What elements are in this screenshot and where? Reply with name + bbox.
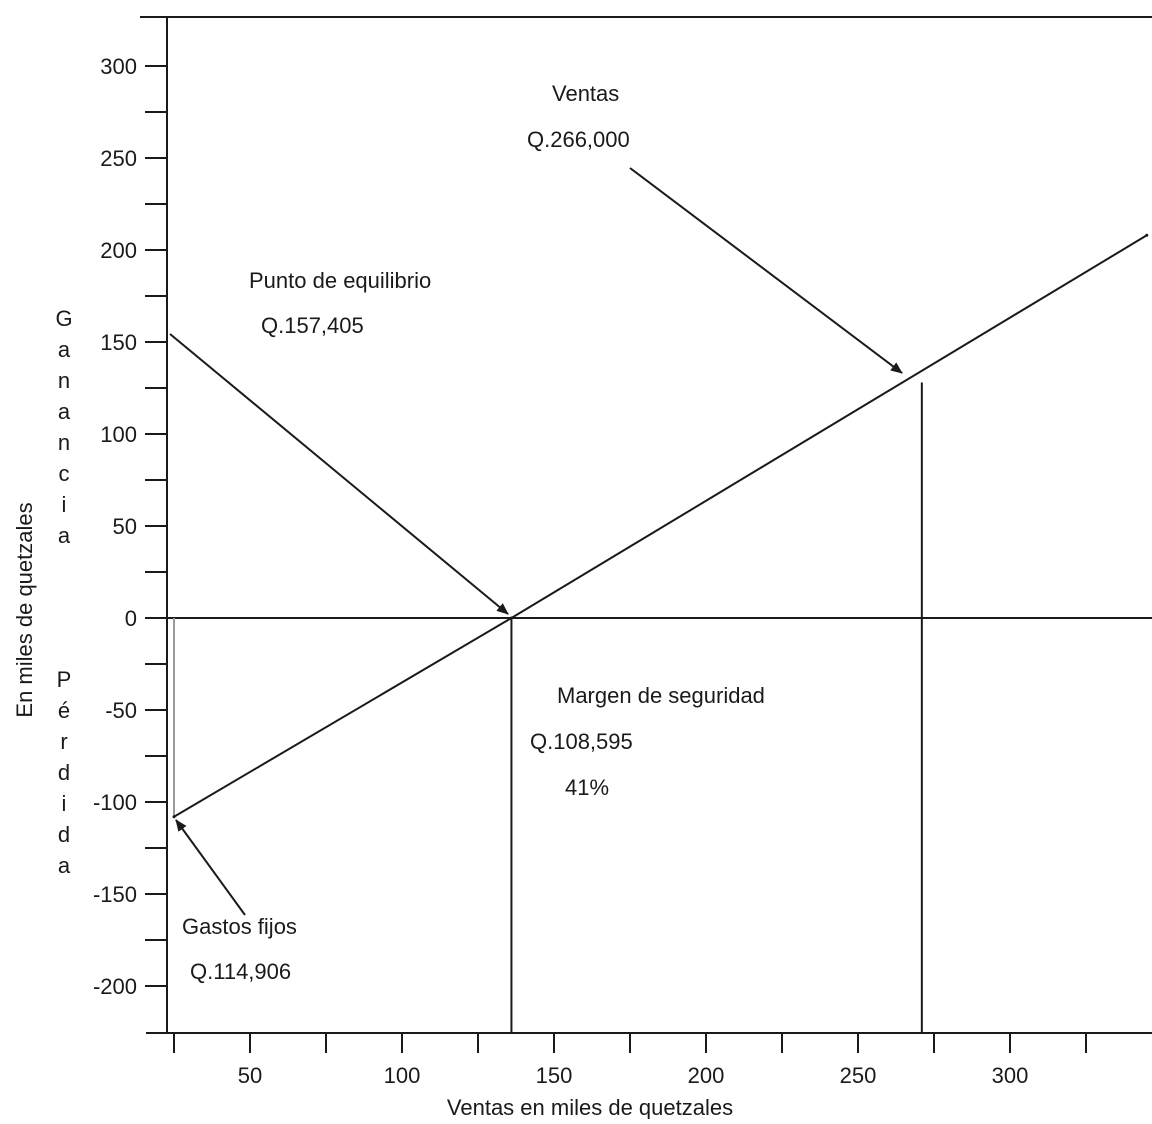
margen-seguridad-label: Margen de seguridad (557, 683, 765, 708)
y-tick-label: 300 (100, 54, 137, 79)
punto-equilibrio-label: Punto de equilibrio (249, 268, 431, 293)
ventas-value: Q.266,000 (527, 127, 630, 152)
punto-equilibrio-arrow (169, 333, 509, 615)
y-axis-title: En miles de quetzales (12, 502, 37, 717)
perdida-letter: P (57, 667, 72, 692)
x-tick-label: 150 (536, 1063, 573, 1088)
ganancia-letter: a (58, 523, 71, 548)
perdida-letter: é (58, 698, 70, 723)
punto-equilibrio-value: Q.157,405 (261, 313, 364, 338)
gastos-fijos-value: Q.114,906 (190, 959, 291, 984)
perdida-letter: r (60, 729, 67, 754)
y-tick-label: -200 (93, 974, 137, 999)
x-tick-label: 250 (840, 1063, 877, 1088)
y-tick-label: 250 (100, 146, 137, 171)
perdida-letter: a (58, 853, 71, 878)
x-tick-label: 50 (238, 1063, 262, 1088)
ticks-layer: 300 250 200 150 100 50 0 -50 -100 -150 -200 50 100 15… (93, 54, 1087, 1088)
perdida-letter: i (62, 791, 67, 816)
y-tick-label: 100 (100, 422, 137, 447)
perdida-letter: d (58, 822, 70, 847)
profit-line-point (509, 616, 513, 620)
y-tick-label: -100 (93, 790, 137, 815)
ganancia-letter: c (59, 461, 70, 486)
y-tick-label: -150 (93, 882, 137, 907)
series-layer (172, 233, 1149, 819)
x-tick-label: 100 (384, 1063, 421, 1088)
gastos-fijos-label: Gastos fijos (182, 914, 297, 939)
margen-seguridad-percent: 41% (565, 775, 609, 800)
y-tick-label: 150 (100, 330, 137, 355)
ganancia-letter: a (58, 337, 71, 362)
margen-seguridad-value: Q.108,595 (530, 729, 633, 754)
ganancia-letter: i (62, 492, 67, 517)
y-tick-label: 0 (125, 606, 137, 631)
ventas-arrow (629, 167, 903, 374)
y-tick-label: 50 (113, 514, 137, 539)
ganancia-letter: n (58, 430, 70, 455)
perdida-letter: d (58, 760, 70, 785)
profit-line-point (172, 815, 176, 819)
ganancia-letter: G (55, 306, 72, 331)
y-tick-label: 200 (100, 238, 137, 263)
ganancia-letter: n (58, 368, 70, 393)
ganancia-letter: a (58, 399, 71, 424)
profit-line-point (1145, 233, 1149, 237)
x-tick-label: 200 (688, 1063, 725, 1088)
x-axis-title: Ventas en miles de quetzales (447, 1095, 733, 1119)
markers-layer (173, 382, 923, 1033)
ventas-label: Ventas (552, 81, 619, 106)
y-tick-label: -50 (105, 698, 137, 723)
x-tick-label: 300 (992, 1063, 1029, 1088)
gastos-fijos-arrow (175, 819, 246, 916)
